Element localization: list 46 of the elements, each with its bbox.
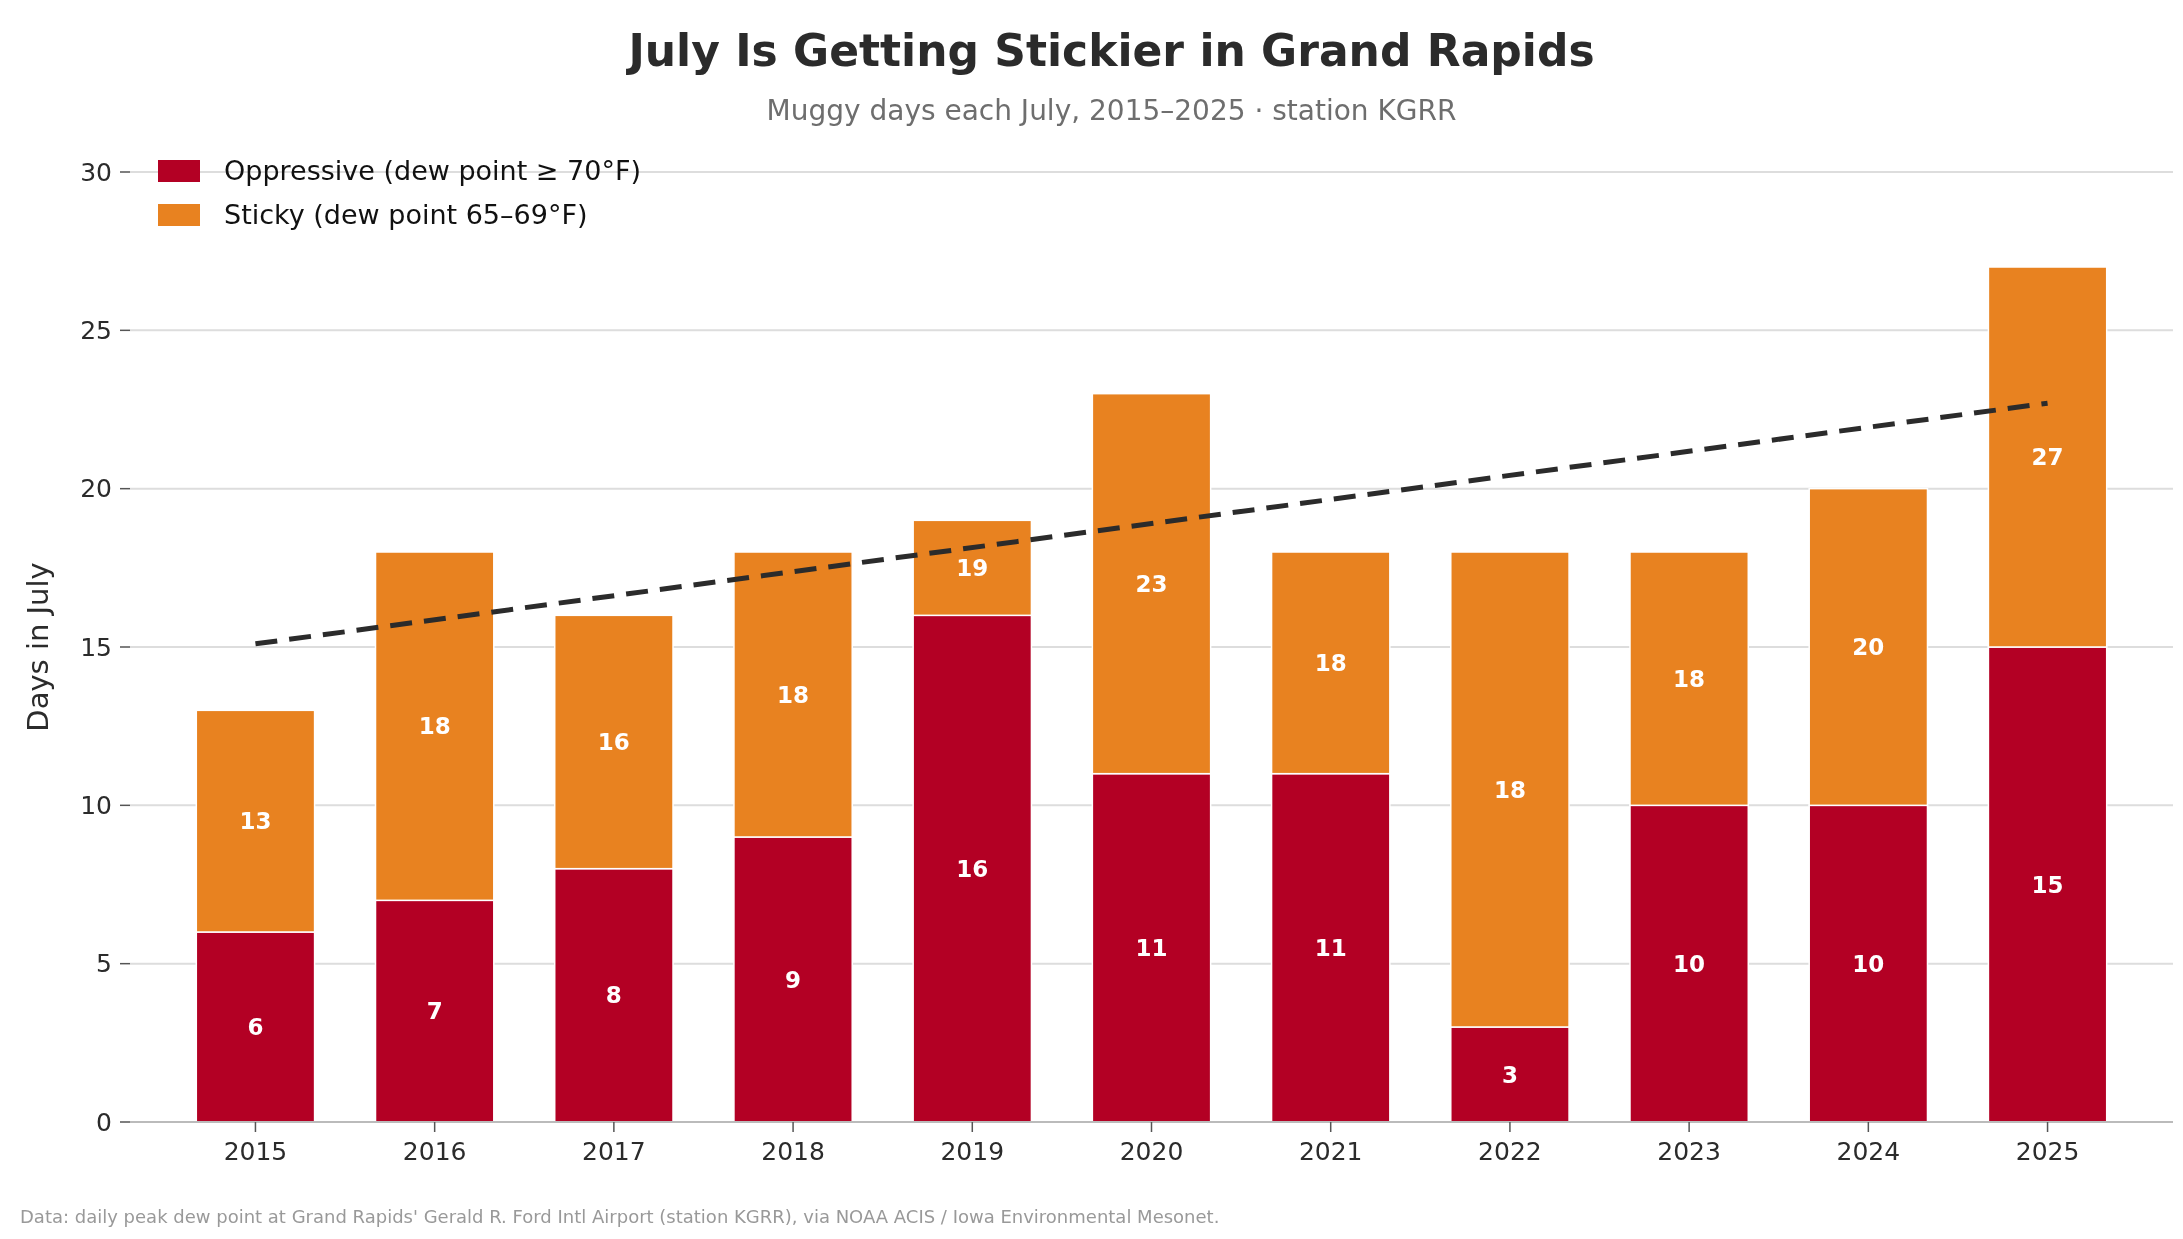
total-label: 20 [1852,634,1885,661]
y-axis-title: Days in July [21,562,55,732]
data-label: 7 [426,998,443,1025]
text: Data: daily peak dew point at Grand Rapids' Gerald R. Ford Intl Airport (station KGRR), via NOAA ACIS / Iowa Environmental Mesonet. [20,1206,1220,1227]
total-label: 13 [239,808,272,835]
x-tick-label: 2023 [1657,1137,1721,1166]
total-label: 18 [1493,776,1526,803]
x-tick-label: 2024 [1836,1137,1901,1166]
chart-title: July Is Getting Stickier in Grand Rapids [625,25,1595,76]
total-label: 18 [1314,649,1347,676]
data-label: 8 [605,982,622,1009]
total-label: 18 [777,681,810,708]
y-tick-label: 5 [96,949,112,979]
data-label: 3 [1501,1061,1518,1088]
x-tick-label: 2021 [1298,1137,1363,1166]
data-label: 10 [1852,950,1885,977]
y-tick-label: 30 [80,157,112,187]
x-tick-label: 2015 [223,1137,288,1166]
total-label: 18 [418,713,451,740]
y-tick-label: 20 [80,474,112,504]
total-label: 27 [2031,444,2064,471]
x-tick-label: 2016 [402,1137,467,1166]
y-tick-label: 10 [80,791,112,821]
data-label: 16 [956,855,989,882]
data-label: 15 [2031,871,2064,898]
y-tick-label: 15 [80,632,112,662]
x-tick-label: 2019 [940,1137,1005,1166]
total-label: 19 [956,554,989,581]
legend-label: Sticky (dew point 65–69°F) [224,199,588,231]
x-tick-label: 2025 [2015,1137,2080,1166]
total-label: 23 [1135,570,1168,597]
x-tick-label: 2020 [1119,1137,1184,1166]
y-tick-label: 25 [80,316,112,346]
data-label: 9 [785,966,802,993]
y-tick-label: 0 [96,1107,112,1137]
legend-label: Oppressive (dew point ≥ 70°F) [224,155,641,187]
data-label: 11 [1314,934,1347,961]
x-tick-label: 2017 [582,1137,646,1166]
data-label: 11 [1135,934,1168,961]
x-tick-label: 2018 [761,1137,825,1166]
chart-subtitle: Muggy days each July, 2015–2025 · station KGRR [766,94,1457,127]
total-label: 18 [1673,665,1706,692]
x-tick-label: 2022 [1478,1137,1542,1166]
data-label: 10 [1673,950,1706,977]
data-label: 6 [247,1014,264,1041]
total-label: 16 [597,729,630,756]
